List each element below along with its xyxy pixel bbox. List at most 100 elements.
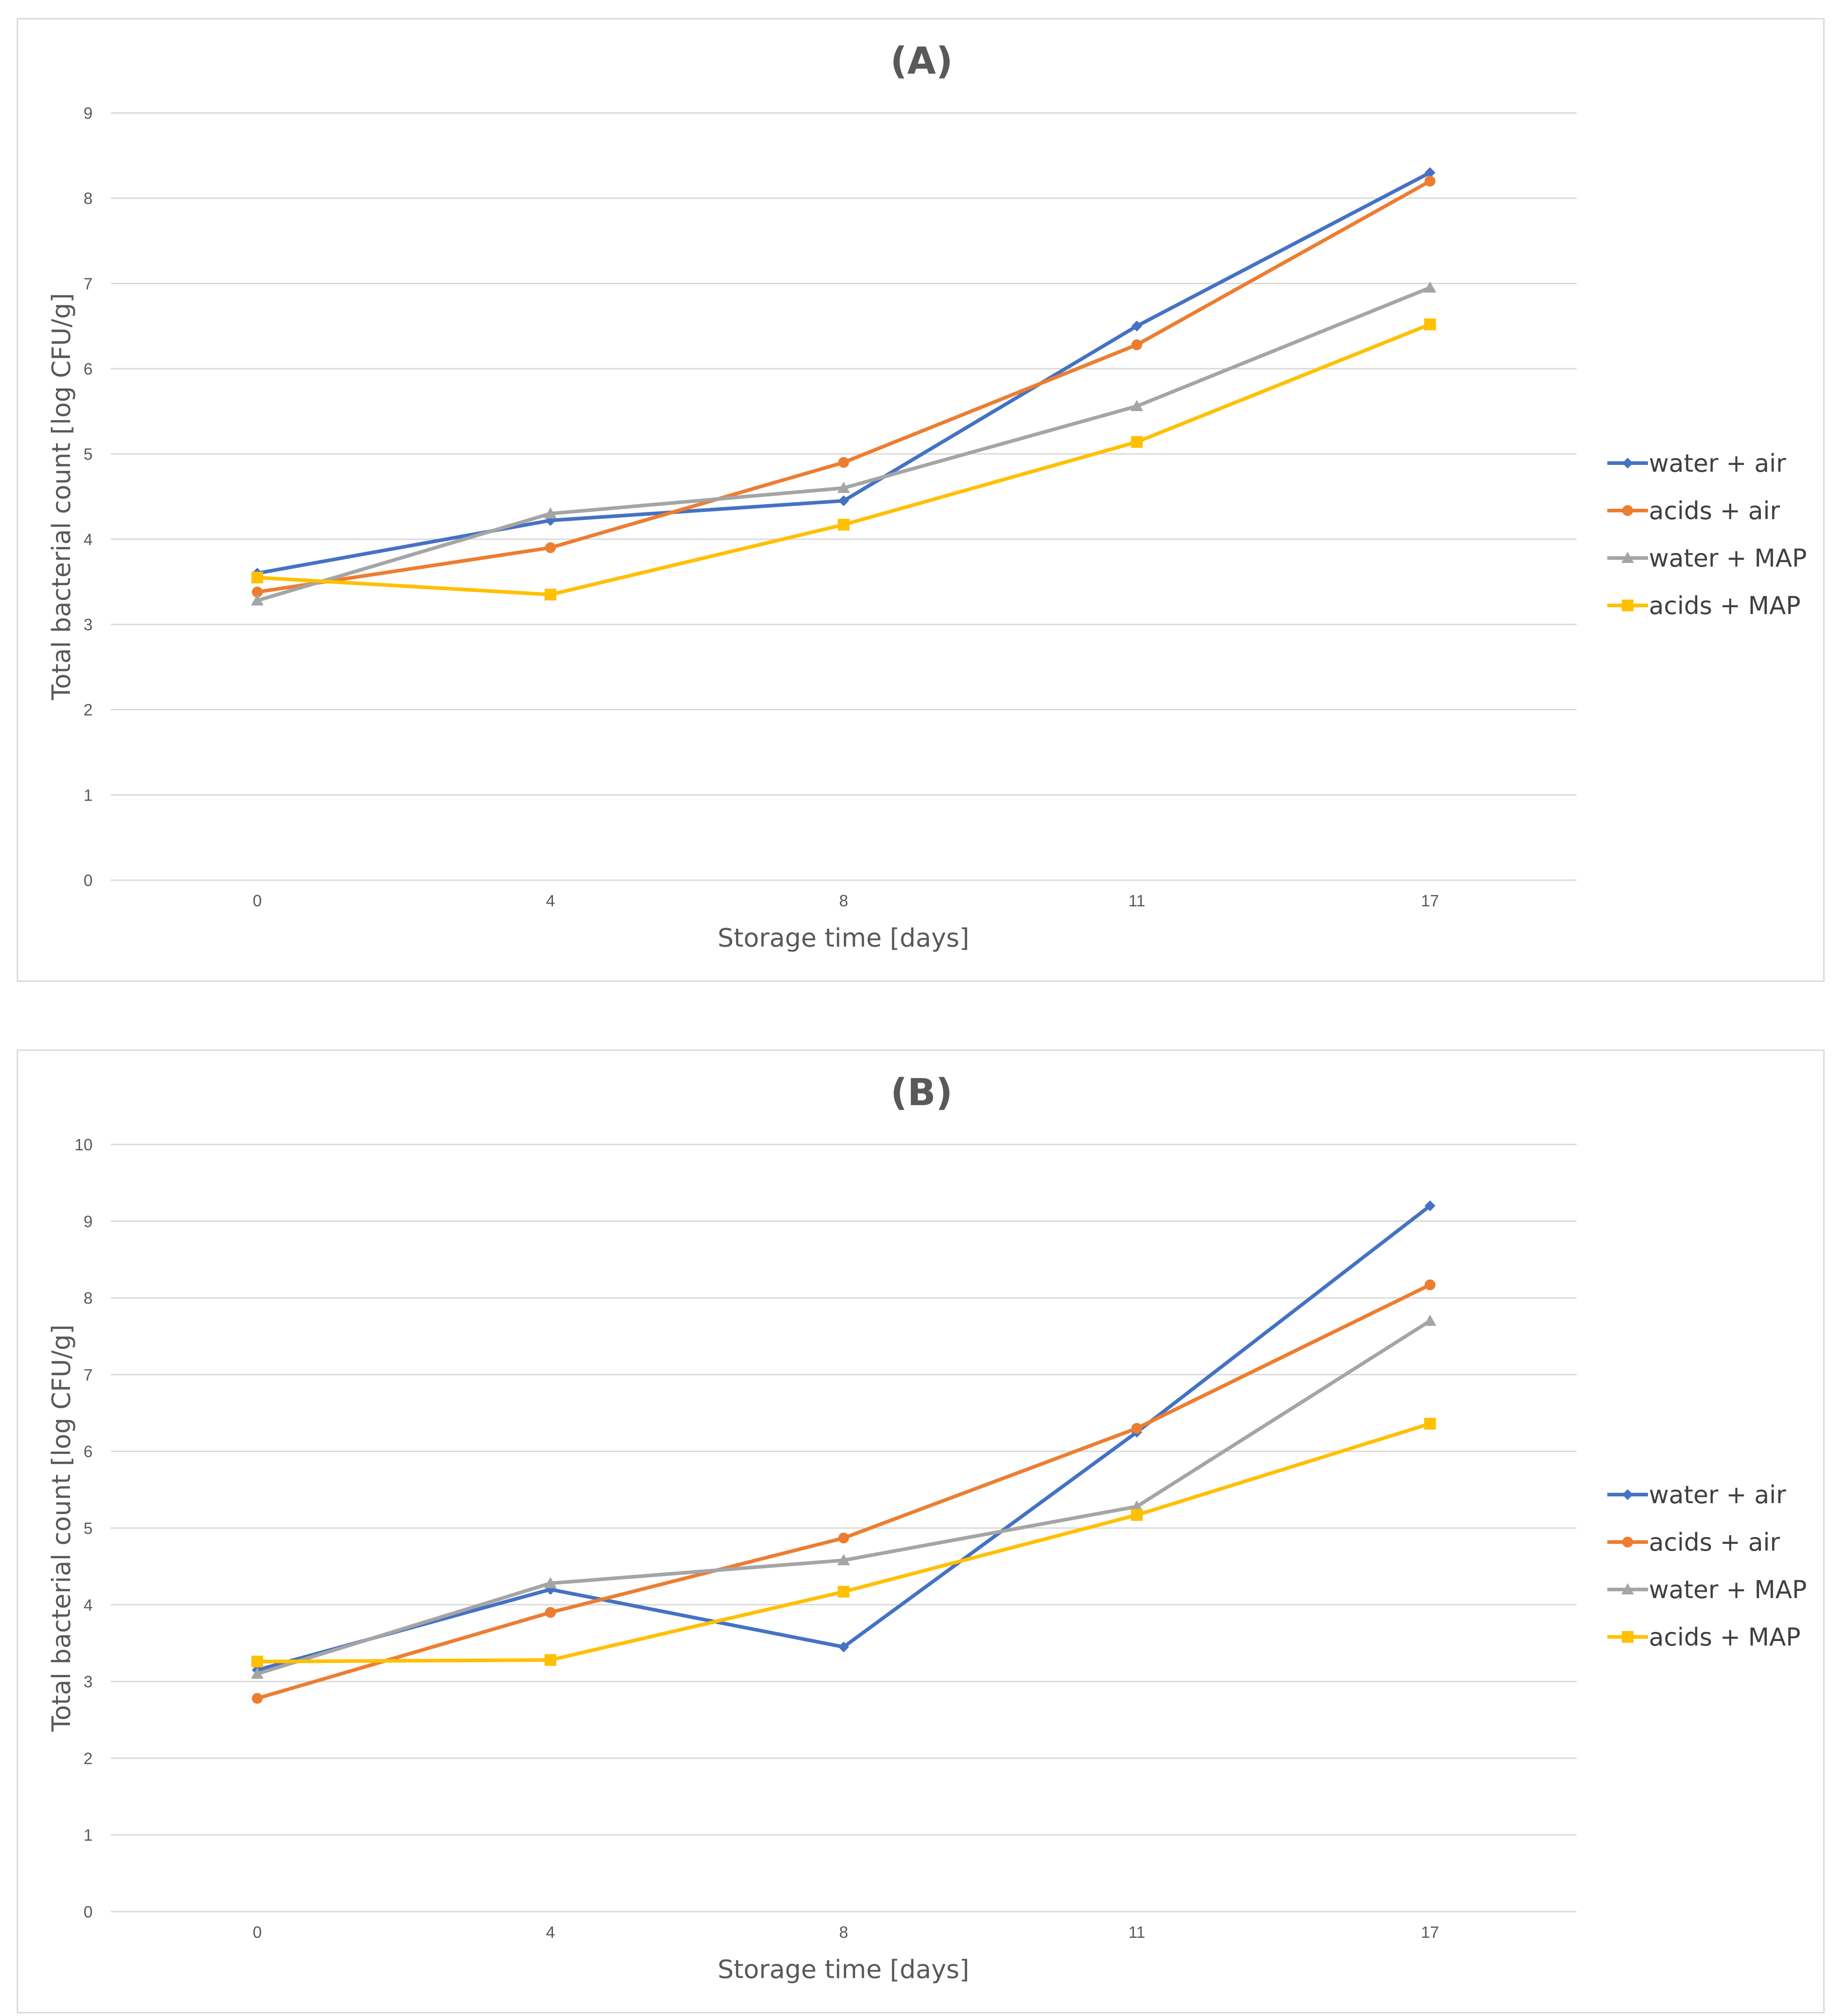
chart-b-svg: (B) 0 1 2 3 4 5 6 7 8 9 10 0 4 8 11 17 Storage time [days…: [47, 1071, 1807, 1984]
chart-b-y-tick-label: 3: [84, 1673, 93, 1691]
chart-a-data-point: [1131, 339, 1142, 351]
chart-a-data-point: [837, 482, 850, 493]
chart-a-data-point: [1424, 318, 1436, 330]
chart-b-data-point: [251, 1667, 264, 1679]
chart-a-y-axis-title: Total bacterial count [log CFU/g]: [47, 293, 76, 700]
chart-a-x-tick-label: 11: [1128, 891, 1145, 910]
chart-a-x-axis-title: Storage time [days]: [717, 924, 969, 953]
chart-b-legend: water + air acids + air water + MAP acids +…: [1607, 1481, 1807, 1651]
chart-a-y-tick-label: 4: [84, 530, 93, 549]
chart-a-y-tick-label: 8: [84, 189, 93, 208]
chart-b-data-point: [1423, 1314, 1437, 1326]
chart-panel-a: (A) 0 1 2 3 4 5 6 7 8 9 0 4 8 11 17 Storage time [days] T…: [17, 18, 1825, 982]
chart-b-data-point: [1424, 1418, 1436, 1430]
chart-a-series-2: [251, 281, 1437, 606]
legend-label: water + air: [1649, 1481, 1787, 1509]
chart-b-y-axis-title: Total bacterial count [log CFU/g]: [47, 1324, 76, 1732]
chart-a-series-0: [252, 167, 1436, 579]
chart-a-data-point: [838, 495, 849, 506]
chart-b-title: (B): [890, 1071, 952, 1114]
chart-b-y-tick-label: 4: [84, 1596, 93, 1614]
chart-a-data-point: [1131, 320, 1142, 332]
chart-b-data-point: [837, 1554, 850, 1566]
legend-swatch-marker: [1622, 1631, 1634, 1643]
chart-a-legend: water + air acids + air water + MAP acids +…: [1607, 449, 1807, 620]
legend-swatch-marker: [1622, 458, 1633, 469]
chart-a-data-point: [838, 519, 850, 531]
chart-a-y-tick-label: 2: [84, 701, 93, 719]
chart-a-series-line: [257, 171, 1431, 575]
chart-b-x-tick-label: 0: [253, 1923, 262, 1941]
chart-a-x-tick-label: 17: [1421, 891, 1439, 910]
chart-b-data-point: [1131, 1423, 1142, 1434]
chart-a-title: (A): [890, 40, 953, 83]
chart-b-data-point: [1424, 1279, 1436, 1290]
chart-a-data-point: [1424, 175, 1436, 187]
chart-b-y-tick-label: 8: [84, 1289, 93, 1308]
chart-a-y-tick-label: 1: [84, 786, 93, 804]
chart-b-data-point: [838, 1585, 850, 1598]
chart-b-data-point: [838, 1641, 849, 1653]
chart-b-data-point: [544, 1654, 557, 1666]
legend-label: acids + MAP: [1649, 1623, 1801, 1651]
chart-panel-b: (B) 0 1 2 3 4 5 6 7 8 9 10 0 4 8 11 17 Storage time [days…: [17, 1050, 1825, 2013]
legend-swatch-marker: [1622, 505, 1633, 516]
chart-a-data-point: [1423, 281, 1437, 293]
chart-b-y-tick-label: 5: [84, 1519, 93, 1538]
chart-a-series-3: [251, 318, 1436, 600]
chart-b-data-point: [1131, 1509, 1143, 1521]
chart-a-data-point: [838, 457, 849, 468]
chart-b-x-tick-label: 4: [546, 1923, 555, 1941]
chart-b-data-point: [1130, 1500, 1143, 1512]
chart-a-y-tick-label: 6: [84, 360, 93, 378]
chart-a-y-tick-label: 5: [84, 445, 93, 464]
chart-b-series-line: [257, 1204, 1431, 1672]
chart-b-data-point: [545, 1584, 556, 1595]
chart-b-data-point: [838, 1533, 849, 1544]
chart-a-data-point: [251, 572, 263, 584]
legend-label: acids + MAP: [1649, 591, 1801, 620]
chart-b-series-1: [252, 1279, 1436, 1704]
chart-a-data-point: [251, 594, 264, 606]
legend-label: water + MAP: [1649, 544, 1807, 572]
chart-a-x-tick-label: 0: [253, 891, 262, 910]
chart-b-data-point: [1424, 1200, 1436, 1211]
chart-a-svg: (A) 0 1 2 3 4 5 6 7 8 9 0 4 8 11 17 Storage time [days] T…: [47, 40, 1807, 953]
chart-a-series-line: [257, 286, 1431, 603]
chart-a-data-point: [1130, 400, 1143, 412]
chart-b-data-point: [544, 1577, 557, 1589]
legend-swatch-marker: [1622, 1489, 1633, 1500]
chart-a-data-point: [1131, 436, 1143, 448]
chart-b-y-tick-label: 2: [84, 1749, 93, 1768]
chart-b-series-line: [257, 1319, 1431, 1676]
chart-b-x-axis-title: Storage time [days]: [717, 1955, 969, 1984]
chart-b-y-tick-label: 1: [84, 1826, 93, 1844]
chart-b-x-tick-label: 17: [1421, 1923, 1439, 1941]
chart-b-y-tick-label: 0: [84, 1903, 93, 1921]
chart-a-y-tick-label: 7: [84, 274, 93, 293]
chart-a-data-point: [545, 542, 556, 553]
chart-a-y-tick-label: 0: [84, 871, 93, 890]
chart-b-y-tick-label: 10: [75, 1135, 93, 1154]
legend-swatch-marker: [1622, 600, 1634, 611]
chart-a-data-point: [1424, 167, 1436, 178]
legend-label: water + MAP: [1649, 1575, 1807, 1604]
legend-label: acids + air: [1649, 497, 1780, 525]
chart-b-x-tick-label: 11: [1128, 1923, 1145, 1941]
legend-swatch-marker: [1621, 1583, 1634, 1594]
chart-a-y-tick-label: 3: [84, 615, 93, 634]
chart-b-data-point: [545, 1607, 556, 1618]
legend-swatch-marker: [1622, 1537, 1633, 1547]
chart-a-x-tick-label: 4: [546, 891, 555, 910]
chart-b-series-line: [257, 1283, 1431, 1700]
legend-swatch-marker: [1621, 552, 1634, 563]
chart-b-y-tick-label: 6: [84, 1442, 93, 1461]
legend-label: water + air: [1649, 449, 1787, 478]
chart-a-data-point: [544, 507, 557, 519]
chart-b-data-point: [252, 1693, 263, 1704]
chart-a-data-point: [544, 588, 557, 600]
chart-b-y-tick-label: 9: [84, 1212, 93, 1231]
chart-b-data-point: [251, 1655, 263, 1668]
legend-label: acids + air: [1649, 1528, 1780, 1557]
chart-a-y-tick-label: 9: [84, 104, 93, 122]
